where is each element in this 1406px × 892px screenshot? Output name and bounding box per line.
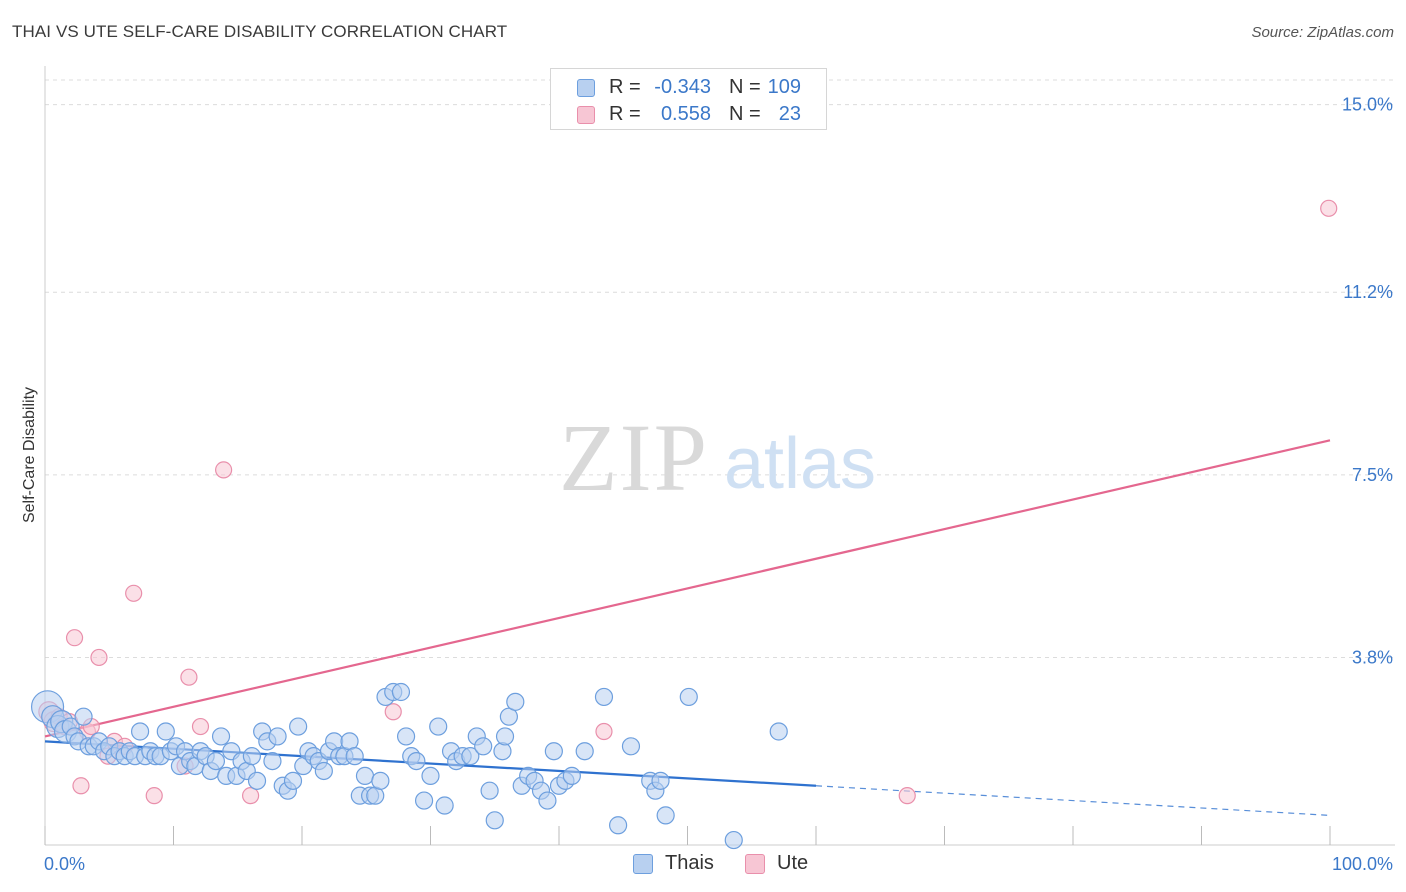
thais-point	[594, 687, 614, 707]
thais-point	[242, 747, 261, 766]
thais-point	[421, 766, 440, 786]
y-tick-label: 11.2%	[1343, 282, 1393, 302]
ute-point	[191, 717, 210, 736]
ute-point	[898, 787, 916, 805]
legend-label-thais: Thais	[665, 852, 714, 874]
thais-point	[538, 791, 557, 810]
watermark: ZIP atlas	[559, 404, 876, 511]
thais-point	[345, 747, 364, 766]
thais-point	[562, 766, 581, 786]
chart-title: THAI VS UTE SELF-CARE DISABILITY CORRELA…	[12, 22, 508, 41]
thais-point	[495, 727, 515, 746]
thais-point	[407, 751, 426, 771]
thais-point	[263, 751, 282, 771]
thais-point	[391, 682, 411, 702]
n-value: 23	[778, 103, 801, 125]
thais-points	[30, 682, 788, 850]
tick-labels: 3.8% 7.5% 11.2% 15.0% 0.0% 100.0%	[44, 95, 1393, 874]
ute-swatch	[745, 854, 765, 874]
thais-point	[435, 796, 454, 815]
y-tick-label: 7.5%	[1352, 465, 1393, 485]
thais-point	[769, 722, 788, 741]
legend-label-ute: Ute	[777, 852, 809, 874]
correlation-legend: R = -0.343 N = 109 R = 0.558 N = 23	[550, 68, 827, 130]
ute-swatch	[577, 106, 595, 124]
ute-point	[72, 777, 90, 795]
n-label: N =	[729, 103, 761, 125]
thais-point	[621, 737, 641, 756]
thais-point	[651, 771, 670, 790]
watermark-atlas: atlas	[724, 424, 876, 504]
ute-point	[65, 629, 84, 647]
thais-point	[289, 717, 308, 736]
ute-point	[145, 787, 163, 805]
x-tick-label: 0.0%	[44, 854, 85, 874]
thais-swatch	[633, 854, 653, 874]
thais-point	[396, 727, 416, 746]
thais-point	[656, 806, 675, 825]
thais-point	[480, 781, 499, 800]
ute-point	[125, 584, 143, 602]
ute-point	[242, 787, 260, 805]
watermark-zip: ZIP	[559, 404, 709, 511]
thais-point	[506, 692, 525, 711]
n-label: N =	[729, 76, 761, 98]
thais-point	[575, 742, 594, 761]
thais-point	[314, 761, 333, 781]
ute-trend-line	[44, 439, 1331, 738]
thais-point	[156, 722, 175, 741]
legend-row-ute: R = 0.558 N = 23	[551, 102, 826, 128]
thais-point	[493, 742, 512, 761]
thais-point	[679, 687, 698, 707]
thais-trend-extension	[815, 785, 1331, 816]
thais-point	[485, 811, 504, 830]
thais-point	[414, 791, 434, 810]
thais-point	[355, 766, 375, 786]
thais-point	[268, 727, 287, 746]
thais-point	[371, 771, 390, 790]
ute-point	[215, 461, 233, 479]
thais-point	[461, 747, 480, 766]
r-label: R =	[609, 103, 641, 125]
thais-point	[544, 742, 563, 761]
thais-swatch	[577, 79, 595, 97]
ute-point	[595, 722, 613, 741]
axes	[44, 66, 1395, 846]
ute-point	[1320, 199, 1338, 217]
r-label: R =	[609, 76, 641, 98]
thais-point	[74, 707, 93, 726]
grid-lines	[45, 79, 1395, 658]
ute-point	[180, 668, 198, 686]
thais-point	[429, 717, 448, 736]
thais-point	[474, 737, 493, 756]
thais-point	[724, 830, 743, 850]
thais-point	[211, 727, 231, 746]
r-value: -0.343	[654, 76, 711, 98]
ute-point	[384, 703, 402, 721]
legend-row-thais: R = -0.343 N = 109	[551, 75, 826, 101]
thais-point	[247, 771, 267, 790]
source-credit: Source: ZipAtlas.com	[1251, 24, 1394, 41]
thais-point	[609, 816, 628, 835]
y-tick-label: 3.8%	[1352, 647, 1393, 667]
r-value: 0.558	[660, 103, 711, 125]
y-axis-label: Self-Care Disability	[21, 387, 38, 523]
y-tick-label: 15.0%	[1342, 95, 1393, 115]
x-tick-label: 100.0%	[1332, 854, 1393, 874]
thais-point	[283, 771, 303, 790]
thais-point	[206, 751, 226, 771]
ute-point	[90, 648, 108, 667]
thais-point	[130, 722, 150, 741]
n-value: 109	[767, 76, 801, 98]
series-legend: Thais Ute	[0, 852, 1406, 878]
